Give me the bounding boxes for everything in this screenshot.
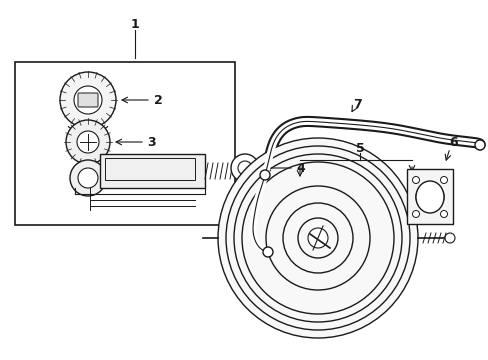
Text: 3: 3 xyxy=(147,135,156,149)
Circle shape xyxy=(74,86,102,114)
Bar xyxy=(105,158,195,180)
Text: 5: 5 xyxy=(355,141,364,154)
Circle shape xyxy=(238,161,251,175)
Circle shape xyxy=(230,154,259,182)
Text: 6: 6 xyxy=(449,135,457,149)
Circle shape xyxy=(415,183,443,211)
Text: 2: 2 xyxy=(153,94,162,107)
Bar xyxy=(406,169,452,224)
Circle shape xyxy=(260,170,269,180)
Circle shape xyxy=(307,228,327,248)
Circle shape xyxy=(66,120,110,164)
Circle shape xyxy=(440,176,447,184)
Circle shape xyxy=(412,211,419,217)
Bar xyxy=(100,154,204,188)
Circle shape xyxy=(474,140,484,150)
FancyBboxPatch shape xyxy=(78,93,98,107)
Circle shape xyxy=(218,138,417,338)
Circle shape xyxy=(70,160,106,196)
Circle shape xyxy=(412,176,419,184)
Circle shape xyxy=(77,131,99,153)
Circle shape xyxy=(60,72,116,128)
Text: 1: 1 xyxy=(130,18,139,31)
Text: 4: 4 xyxy=(296,162,305,175)
Bar xyxy=(15,62,235,225)
Circle shape xyxy=(78,168,98,188)
Circle shape xyxy=(263,247,272,257)
Text: 7: 7 xyxy=(353,98,362,111)
Circle shape xyxy=(444,233,454,243)
Ellipse shape xyxy=(415,181,443,213)
Circle shape xyxy=(440,211,447,217)
